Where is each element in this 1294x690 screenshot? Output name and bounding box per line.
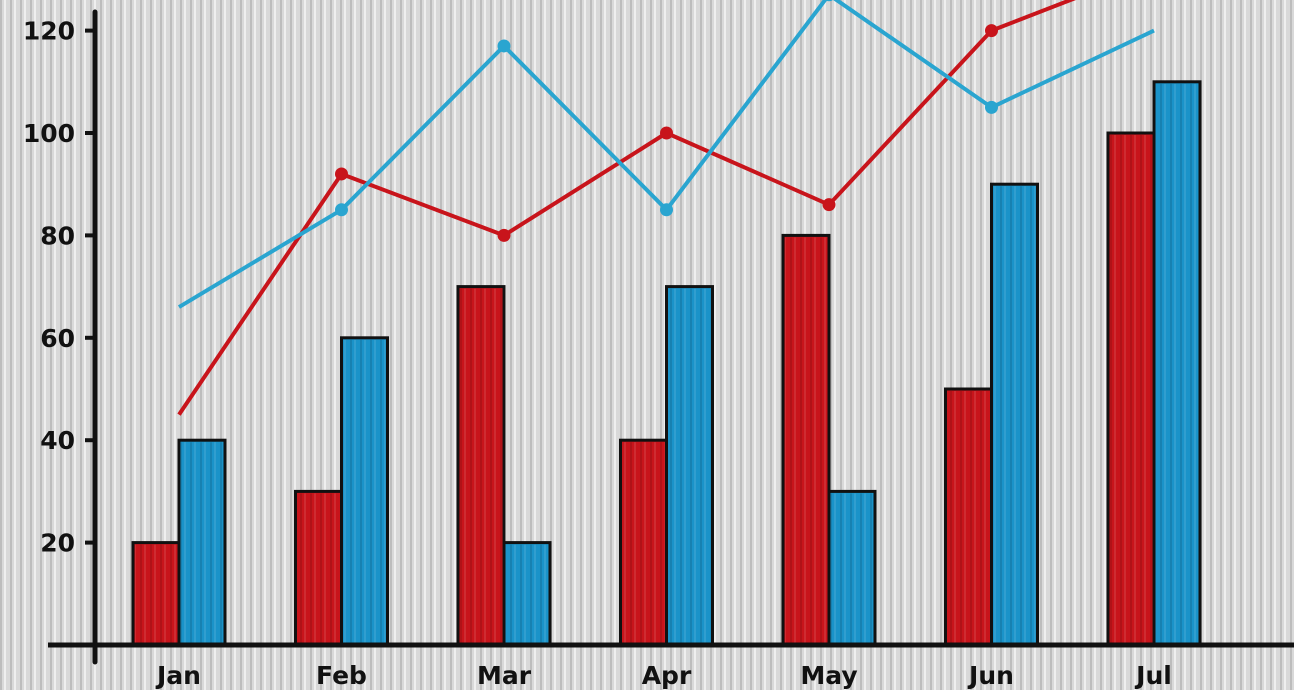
line-point-red-mar (497, 228, 511, 242)
y-tick-label: 100 (23, 119, 75, 148)
bar-texture (831, 493, 873, 643)
bar-texture (460, 288, 502, 643)
bar-texture (506, 544, 548, 643)
line-point-red-apr (660, 126, 673, 140)
x-tick-label: Jan (155, 661, 201, 690)
x-tick-label: Feb (316, 661, 367, 690)
line-point-blue-mar (497, 39, 511, 53)
x-tick-label: Mar (477, 661, 532, 690)
bar-texture (993, 186, 1036, 643)
line-point-blue-may (825, 0, 833, 2)
line-point-red-may (822, 198, 836, 212)
bars-layer (131, 80, 1202, 647)
line-point-blue-apr (660, 203, 673, 217)
bar-texture (343, 339, 386, 643)
line-point-red-jun (985, 24, 998, 38)
bar-texture (668, 288, 711, 643)
line-point-red-feb (335, 167, 348, 181)
bar-texture (297, 493, 340, 643)
bar-texture (135, 544, 177, 643)
bar-texture (785, 237, 827, 643)
bar-texture (1156, 83, 1198, 644)
x-tick-label: Jul (1134, 661, 1172, 690)
line-point-blue-jun (985, 100, 998, 114)
y-tick-label: 80 (40, 221, 75, 250)
x-tick-label: May (800, 661, 857, 690)
bar-texture (622, 442, 665, 643)
line-point-blue-feb (335, 203, 348, 217)
y-tick-label: 40 (40, 426, 75, 455)
y-tick-label: 60 (40, 324, 75, 353)
x-tick-label: Jun (967, 661, 1014, 690)
lines-layer (177, 0, 1155, 416)
x-tick-label: Apr (642, 661, 692, 690)
bar-texture (1110, 135, 1152, 643)
axes-layer (48, 9, 1294, 665)
y-tick-label: 120 (23, 17, 75, 46)
bar-texture (947, 391, 990, 643)
bar-texture (181, 442, 223, 643)
y-tick-label: 20 (40, 529, 75, 558)
labels-layer: 20 40 60 80 100 120 Jan Feb Mar Apr May Jun Jul (23, 17, 1172, 690)
